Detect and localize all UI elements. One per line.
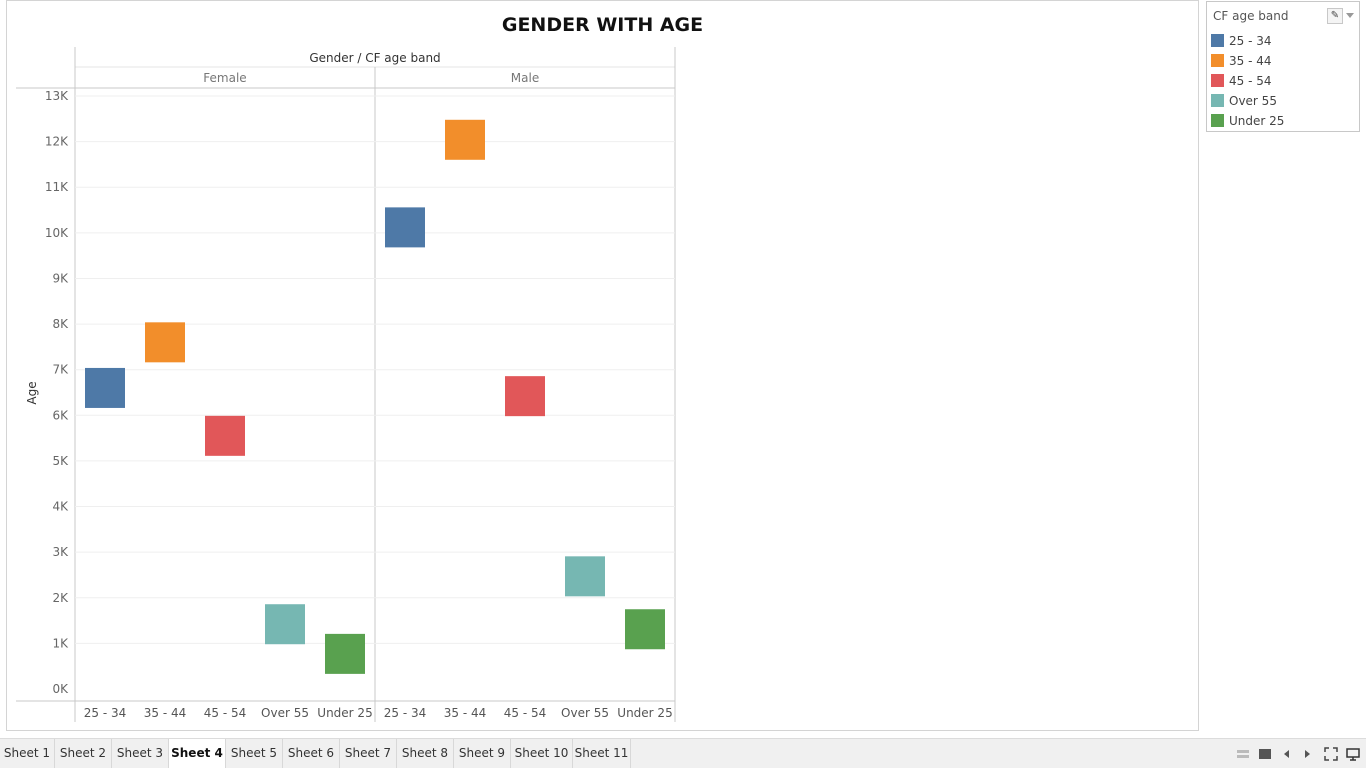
- y-tick-label: 6K: [52, 408, 69, 422]
- y-tick-label: 13K: [45, 89, 69, 103]
- x-tick-label: Under 25: [617, 706, 672, 720]
- mark-female-45-54: [205, 415, 245, 456]
- legend-label: 35 - 44: [1229, 54, 1272, 68]
- sheet-tab-2[interactable]: Sheet 2: [55, 739, 112, 768]
- legend-swatch: [1211, 34, 1224, 47]
- mark-male-25-34: [385, 207, 425, 248]
- legend-label: 25 - 34: [1229, 34, 1272, 48]
- y-tick-label: 11K: [45, 180, 69, 194]
- legend-header: CF age band ✎: [1207, 2, 1359, 30]
- sheet-tab-bar: Sheet 1 Sheet 2 Sheet 3 Sheet 4 Sheet 5 Sheet…: [0, 738, 1366, 768]
- legend-swatch: [1211, 74, 1224, 87]
- chart-canvas: Gender / CF age band Female Male 0K 1K 2K 3K 4K…: [16, 47, 676, 722]
- x-tick-label: Over 55: [561, 706, 609, 720]
- color-legend[interactable]: CF age band ✎ 25 - 34 35 - 44 45 - 54 Over …: [1206, 1, 1360, 132]
- x-tick-label: 45 - 54: [504, 706, 547, 720]
- legend-item[interactable]: 25 - 34: [1207, 30, 1359, 50]
- legend-items: 25 - 34 35 - 44 45 - 54 Over 55 Under 25: [1207, 30, 1359, 130]
- sheet-tab-3[interactable]: Sheet 3: [112, 739, 169, 768]
- mark-male-45-54: [505, 376, 545, 417]
- next-sheet-icon[interactable]: [1300, 747, 1314, 761]
- legend-label: Under 25: [1229, 114, 1285, 128]
- legend-menu-caret-icon[interactable]: [1346, 13, 1354, 18]
- sheet-tab-7[interactable]: Sheet 7: [340, 739, 397, 768]
- legend-label: Over 55: [1229, 94, 1277, 108]
- mark-female-over55: [265, 604, 305, 645]
- legend-swatch: [1211, 114, 1224, 127]
- chart-title: GENDER WITH AGE: [501, 14, 704, 36]
- y-tick-label: 0K: [52, 682, 69, 696]
- mark-male-35-44: [445, 119, 485, 160]
- legend-item[interactable]: Over 55: [1207, 90, 1359, 110]
- sheet-tab-10[interactable]: Sheet 10: [511, 739, 573, 768]
- x-tick-label: 35 - 44: [444, 706, 487, 720]
- y-axis-title: Age: [25, 381, 39, 404]
- sheet-tab-9[interactable]: Sheet 9: [454, 739, 511, 768]
- y-tick-label: 8K: [52, 317, 69, 331]
- sheet-tab-11[interactable]: Sheet 11: [573, 739, 631, 768]
- x-tick-label: 25 - 34: [84, 706, 127, 720]
- sheet-tab-1[interactable]: Sheet 1: [0, 739, 55, 768]
- legend-item[interactable]: Under 25: [1207, 110, 1359, 130]
- y-tick-label: 10K: [45, 226, 69, 240]
- show-sheet-sorter-icon[interactable]: [1236, 747, 1250, 761]
- previous-sheet-icon[interactable]: [1280, 747, 1294, 761]
- panel-header-male: Male: [511, 71, 539, 85]
- legend-swatch: [1211, 54, 1224, 67]
- mark-female-35-44: [145, 322, 185, 363]
- legend-title: CF age band: [1213, 9, 1289, 23]
- fullscreen-icon[interactable]: [1324, 747, 1338, 761]
- y-tick-label: 5K: [52, 454, 69, 468]
- legend-tools[interactable]: ✎: [1327, 8, 1355, 24]
- sheet-tab-6[interactable]: Sheet 6: [283, 739, 340, 768]
- mark-female-under25: [325, 633, 365, 674]
- y-tick-label: 4K: [52, 500, 69, 514]
- legend-item[interactable]: 35 - 44: [1207, 50, 1359, 70]
- x-tick-label: Under 25: [317, 706, 372, 720]
- sheet-tab-4[interactable]: Sheet 4: [169, 739, 226, 768]
- x-tick-label: 45 - 54: [204, 706, 247, 720]
- mark-male-under25: [625, 609, 665, 650]
- legend-swatch: [1211, 94, 1224, 107]
- legend-item[interactable]: 45 - 54: [1207, 70, 1359, 90]
- mark-female-25-34: [85, 367, 125, 408]
- highlight-pen-icon[interactable]: ✎: [1327, 8, 1343, 24]
- y-tick-label: 1K: [52, 636, 69, 650]
- y-tick-label: 12K: [45, 135, 69, 149]
- y-tick-label: 9K: [52, 271, 69, 285]
- worksheet-area: [6, 0, 1199, 731]
- y-tick-label: 2K: [52, 591, 69, 605]
- sheet-tab-5[interactable]: Sheet 5: [226, 739, 283, 768]
- y-tick-label: 3K: [52, 545, 69, 559]
- x-tick-label: Over 55: [261, 706, 309, 720]
- sheet-tab-8[interactable]: Sheet 8: [397, 739, 454, 768]
- show-filmstrip-icon[interactable]: [1258, 747, 1272, 761]
- presentation-mode-icon[interactable]: [1346, 747, 1360, 761]
- legend-label: 45 - 54: [1229, 74, 1272, 88]
- x-tick-label: 25 - 34: [384, 706, 427, 720]
- column-header-label: Gender / CF age band: [309, 51, 440, 65]
- y-tick-label: 7K: [52, 363, 69, 377]
- x-tick-label: 35 - 44: [144, 706, 187, 720]
- panel-header-female: Female: [203, 71, 246, 85]
- mark-male-over55: [565, 556, 605, 597]
